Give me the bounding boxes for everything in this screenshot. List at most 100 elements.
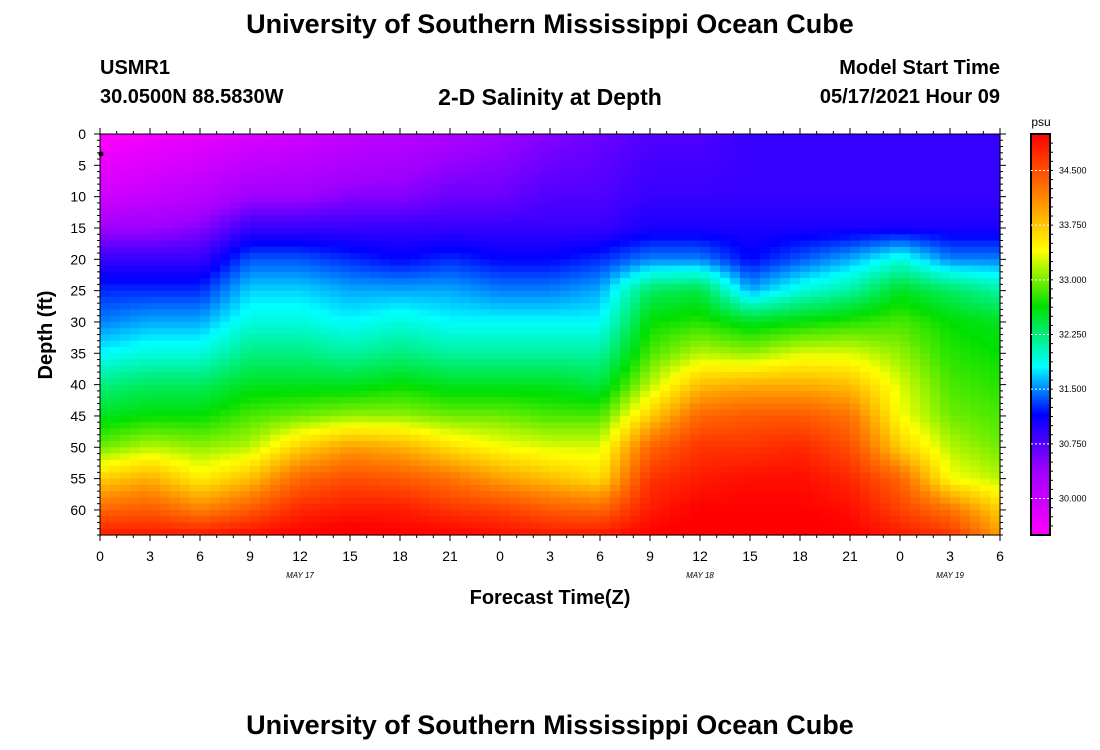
heatmap-cell (700, 227, 711, 235)
heatmap-cell (660, 171, 671, 179)
heatmap-cell (600, 353, 611, 361)
heatmap-cell (740, 415, 751, 423)
heatmap-cell (240, 372, 251, 379)
heatmap-cell (260, 140, 271, 148)
heatmap-cell (360, 303, 371, 311)
heatmap-cell (260, 321, 271, 329)
heatmap-cell (410, 209, 421, 217)
heatmap-cell (740, 434, 751, 442)
heatmap-cell (350, 290, 361, 298)
heatmap-cell (260, 196, 271, 204)
heatmap-cell (730, 303, 741, 311)
heatmap-cell (800, 378, 811, 386)
heatmap-cell (810, 303, 821, 311)
heatmap-cell (320, 253, 331, 260)
heatmap-cell (160, 271, 171, 279)
heatmap-cell (530, 146, 541, 154)
heatmap-cell (300, 384, 311, 392)
heatmap-cell (740, 428, 751, 436)
heatmap-cell (800, 415, 811, 423)
heatmap-cell (220, 491, 231, 499)
heatmap-cell (260, 328, 271, 336)
heatmap-cell (120, 159, 131, 166)
heatmap-cell (340, 284, 351, 292)
heatmap-cell (210, 353, 221, 361)
heatmap-cell (240, 434, 251, 442)
heatmap-cell (600, 478, 611, 486)
heatmap-cell (380, 522, 391, 530)
heatmap-cell (580, 140, 591, 148)
heatmap-cell (240, 415, 251, 423)
heatmap-cell (360, 234, 371, 242)
heatmap-cell (300, 340, 311, 348)
heatmap-cell (490, 397, 501, 405)
heatmap-cell (740, 134, 751, 141)
heatmap-cell (140, 234, 151, 242)
heatmap-cell (270, 221, 281, 229)
heatmap-cell (870, 290, 881, 298)
heatmap-cell (620, 459, 631, 467)
heatmap-cell (210, 478, 221, 486)
heatmap-cell (470, 441, 481, 448)
heatmap-cell (600, 278, 611, 285)
heatmap-cell (140, 359, 151, 367)
heatmap-cell (680, 365, 691, 373)
heatmap-cell (100, 259, 111, 267)
heatmap-cell (360, 221, 371, 229)
heatmap-cell (330, 384, 341, 392)
heatmap-cell (140, 353, 151, 361)
heatmap-cell (670, 227, 681, 235)
heatmap-cell (530, 334, 541, 342)
heatmap-cell (680, 372, 691, 379)
heatmap-cell (870, 202, 881, 210)
heatmap-cell (730, 497, 741, 505)
heatmap-cell (360, 253, 371, 260)
heatmap-cell (310, 422, 321, 430)
heatmap-cell (220, 434, 231, 442)
heatmap-cell (370, 334, 381, 342)
heatmap-cell (390, 227, 401, 235)
heatmap-cell (220, 503, 231, 511)
heatmap-cell (720, 472, 731, 480)
heatmap-cell (200, 202, 211, 210)
heatmap-cell (510, 428, 521, 436)
heatmap-cell (200, 522, 211, 530)
heatmap-cell (140, 522, 151, 530)
heatmap-cell (100, 397, 111, 405)
heatmap-cell (190, 365, 201, 373)
heatmap-cell (180, 190, 191, 198)
heatmap-cell (700, 315, 711, 323)
heatmap-cell (620, 466, 631, 473)
heatmap-cell (620, 165, 631, 173)
heatmap-cell (190, 390, 201, 398)
heatmap-cell (830, 497, 841, 505)
heatmap-cell (820, 390, 831, 398)
heatmap-cell (660, 140, 671, 148)
heatmap-cell (220, 478, 231, 486)
heatmap-cell (590, 159, 601, 166)
heatmap-cell (480, 196, 491, 204)
heatmap-cell (430, 240, 441, 248)
heatmap-cell (600, 177, 611, 185)
heatmap-cell (160, 315, 171, 323)
heatmap-cell (140, 397, 151, 405)
heatmap-cell (630, 441, 641, 448)
heatmap-cell (230, 140, 241, 148)
heatmap-cell (320, 159, 331, 166)
heatmap-cell (480, 171, 491, 179)
heatmap-cell (730, 340, 741, 348)
heatmap-cell (850, 165, 861, 173)
heatmap-cell (160, 497, 171, 505)
heatmap-cell (720, 265, 731, 273)
heatmap-cell (160, 140, 171, 148)
heatmap-cell (270, 234, 281, 242)
heatmap-cell (240, 202, 251, 210)
heatmap-cell (680, 403, 691, 411)
heatmap-cell (190, 491, 201, 499)
heatmap-cell (190, 265, 201, 273)
heatmap-cell (650, 152, 661, 160)
heatmap-cell (630, 478, 641, 486)
heatmap-cell (870, 353, 881, 361)
heatmap-cell (340, 328, 351, 336)
heatmap-cell (600, 290, 611, 298)
